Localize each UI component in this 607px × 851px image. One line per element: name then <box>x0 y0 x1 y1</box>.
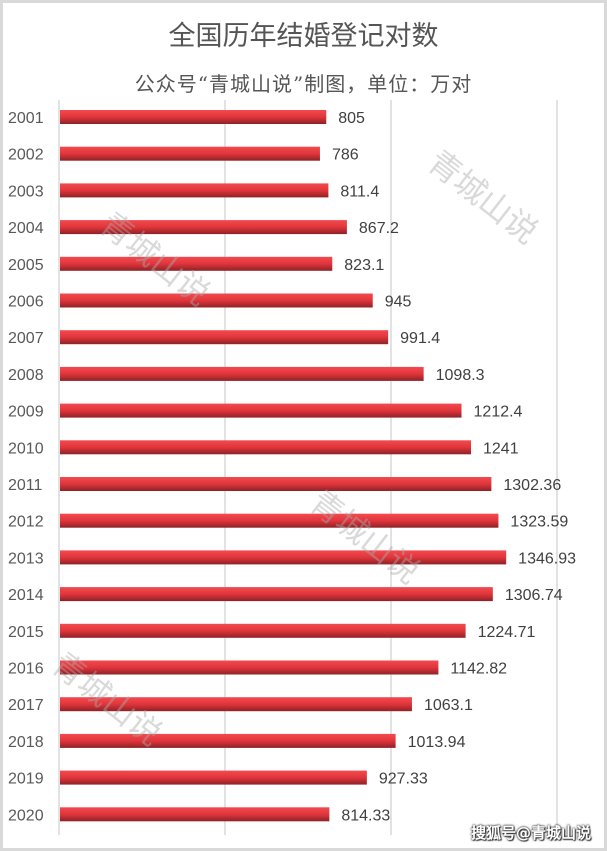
data-label: 1241 <box>483 440 519 457</box>
category-label: 2017 <box>8 697 44 714</box>
bar <box>60 733 396 748</box>
bar <box>60 697 412 712</box>
data-label: 1013.94 <box>408 734 466 751</box>
bar <box>60 220 347 235</box>
chart-subtitle: 公众号“青城山说”制图，单位：万对 <box>134 72 473 96</box>
category-label: 2012 <box>8 514 44 531</box>
bar <box>60 513 499 528</box>
category-label: 2010 <box>8 440 44 457</box>
chart-title: 全国历年结婚登记对数 <box>168 21 439 52</box>
category-label: 2001 <box>8 110 44 127</box>
data-label: 811.4 <box>340 183 379 200</box>
category-label: 2018 <box>8 734 44 751</box>
data-label: 927.33 <box>379 771 428 788</box>
category-label: 2011 <box>8 477 43 494</box>
data-label: 1063.1 <box>424 697 473 714</box>
bar <box>60 403 462 418</box>
data-label: 867.2 <box>359 220 399 237</box>
data-label: 814.33 <box>341 807 390 824</box>
data-label: 1346.93 <box>518 550 576 567</box>
category-label: 2013 <box>8 550 44 567</box>
bar <box>60 807 330 822</box>
bar <box>60 293 373 308</box>
category-label: 2005 <box>8 257 44 274</box>
data-label: 805 <box>338 110 365 127</box>
bar <box>60 660 439 675</box>
data-label: 1302.36 <box>503 477 561 494</box>
bar <box>60 330 389 345</box>
bar <box>60 366 424 381</box>
bar <box>60 256 333 271</box>
bar <box>60 440 472 455</box>
category-label: 2008 <box>8 367 44 384</box>
category-label: 2019 <box>8 771 44 788</box>
category-label: 2007 <box>8 330 44 347</box>
data-label: 823.1 <box>344 257 384 274</box>
bar <box>60 587 493 602</box>
category-label: 2003 <box>8 183 44 200</box>
category-label: 2004 <box>8 220 44 237</box>
category-label: 2009 <box>8 404 44 421</box>
data-label: 1142.82 <box>450 661 507 678</box>
bar <box>60 146 320 161</box>
bar <box>60 477 492 491</box>
bar <box>60 183 329 198</box>
data-label: 786 <box>332 147 359 164</box>
category-label: 2020 <box>8 807 44 824</box>
category-label: 2016 <box>8 661 44 678</box>
bar <box>60 623 466 638</box>
bar <box>60 110 327 124</box>
data-label: 1224.71 <box>478 624 536 641</box>
data-label: 991.4 <box>400 330 440 347</box>
category-label: 2015 <box>8 624 44 641</box>
data-label: 1098.3 <box>436 367 485 384</box>
data-label: 1212.4 <box>474 404 523 421</box>
bar <box>60 770 367 785</box>
data-label: 945 <box>385 294 412 311</box>
category-label: 2006 <box>8 294 44 311</box>
sohu-watermark: 搜狐号@青城山说 <box>470 824 591 842</box>
bar <box>60 550 507 565</box>
data-label: 1323.59 <box>510 514 568 531</box>
data-label: 1306.74 <box>505 587 563 604</box>
category-label: 2002 <box>8 147 44 164</box>
category-label: 2014 <box>8 587 44 604</box>
